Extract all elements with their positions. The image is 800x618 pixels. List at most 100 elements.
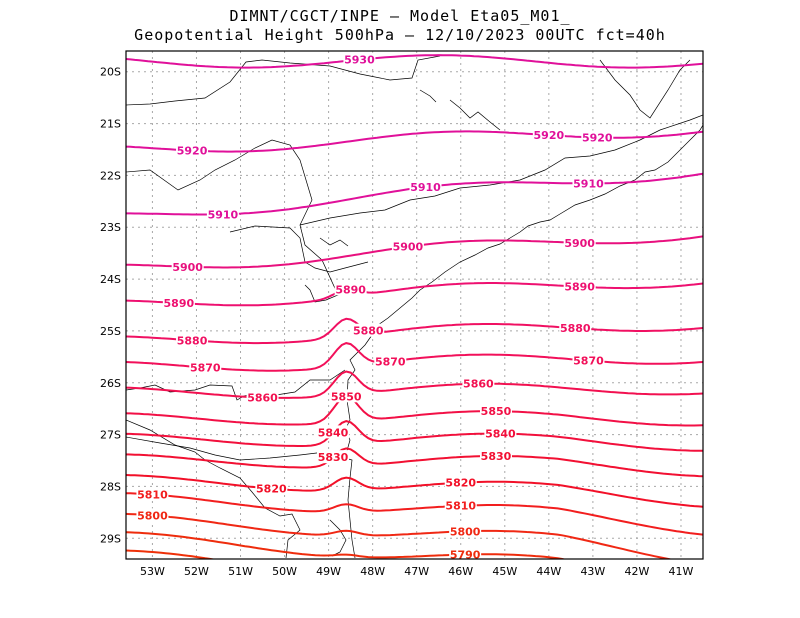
contour-label-bg [330, 389, 363, 403]
lon-tick-label: 42W [624, 565, 649, 578]
contour-label-bg [409, 179, 442, 193]
contour-label-5880: 5880 [560, 322, 591, 335]
contour-label-bg [162, 296, 195, 310]
lon-tick-label: 41W [669, 565, 694, 578]
contour-label-5880: 5880 [177, 334, 208, 347]
contour-label-bg [479, 404, 512, 418]
chart-title-line-1: DIMNT/CGCT/INPE – Model Eta05_M01_ [229, 7, 571, 25]
contour-label-bg [532, 128, 565, 142]
contour-label-bg [334, 282, 367, 296]
lon-tick-label: 50W [272, 565, 297, 578]
contour-label-bg [444, 475, 477, 489]
contour-line-5830 [126, 447, 703, 478]
contour-label-5790: 5790 [450, 549, 481, 562]
latitude-tick-labels: 20S 21S 22S 23S 24S 25S 26S 27S 28S 29S [100, 66, 121, 546]
contour-label-bg [317, 450, 350, 464]
contour-label-5930: 5930 [344, 54, 375, 67]
contour-line-5870 [126, 342, 703, 372]
lon-tick-label: 51W [228, 565, 253, 578]
contour-label-bg [352, 323, 385, 337]
contour-label-5800: 5800 [137, 509, 168, 522]
lon-tick-label: 43W [580, 565, 605, 578]
contour-line-5810 [126, 492, 703, 536]
lat-tick-label: 22S [100, 169, 121, 182]
state-border-paraguay [126, 139, 339, 303]
reservoir-lakes [319, 89, 501, 247]
contour-label-5860: 5860 [463, 378, 494, 391]
contour-label-bg [176, 333, 209, 347]
contour-line-5790 [126, 531, 567, 559]
lat-tick-label: 20S [100, 66, 121, 79]
state-border-north [126, 55, 441, 106]
contour-label-5810: 5810 [445, 500, 476, 513]
contour-label-bg [317, 425, 350, 439]
contour-label-5910: 5910 [573, 177, 604, 190]
lon-tick-label: 53W [140, 565, 165, 578]
state-border-mg-ba [599, 59, 691, 119]
contour-label-5840: 5840 [485, 428, 516, 441]
contour-label-5870: 5870 [190, 362, 221, 375]
contour-labels: 5930 5920 5920 5920 5910 5910 5910 5900 5900 5900… [136, 52, 614, 604]
contour-label-bg [479, 448, 512, 462]
contour-label-5830: 5830 [481, 450, 512, 463]
state-border-pr-sp [229, 225, 369, 273]
contour-label-5920: 5920 [582, 132, 613, 145]
contour-label-5920: 5920 [534, 129, 565, 142]
contour-label-bg [255, 481, 288, 495]
contour-label-5900: 5900 [172, 261, 203, 274]
contour-label-bg [563, 235, 596, 249]
plot-frame [125, 50, 704, 560]
contour-label-bg [449, 547, 482, 559]
lon-tick-label: 48W [360, 565, 385, 578]
lon-tick-label: 46W [448, 565, 473, 578]
contour-label-bg [136, 508, 169, 522]
contour-label-bg [462, 376, 495, 390]
contour-label-bg [572, 176, 605, 190]
contour-label-5870: 5870 [573, 355, 604, 368]
contour-label-bg [581, 130, 614, 144]
contour-label-5900: 5900 [393, 241, 424, 254]
contour-label-5820: 5820 [256, 483, 287, 496]
contour-line-5930 [126, 54, 703, 69]
contour-line-5850 [126, 395, 703, 427]
state-border-argentina [126, 369, 346, 401]
contour-label-5820: 5820 [445, 477, 476, 490]
contour-label-bg [391, 239, 424, 253]
lat-tick-label: 25S [100, 325, 121, 338]
chart-title-line-2: Geopotential Height 500hPa – 12/10/2023 … [134, 26, 666, 44]
lat-tick-label: 24S [100, 273, 121, 286]
contour-label-5890: 5890 [564, 281, 595, 294]
contour-label-5770: 5770 [437, 591, 468, 604]
lat-tick-label: 29S [100, 532, 121, 545]
longitude-tick-labels: 53W 52W 51W 50W 49W 48W 47W 46W 45W 44W 43W 42W 41W [140, 565, 694, 578]
contour-label-bg [484, 426, 517, 440]
contour-line-5920 [126, 130, 703, 153]
lon-tick-label: 44W [536, 565, 561, 578]
contour-label-bg [176, 143, 209, 157]
contour-label-5890: 5890 [335, 283, 366, 296]
contour-label-bg [228, 557, 261, 559]
lon-tick-label: 47W [404, 565, 429, 578]
contour-line-5840 [126, 420, 703, 452]
lagoa-dos-patos [329, 519, 347, 557]
contour-label-bg [559, 321, 592, 335]
contour-line-5880 [126, 317, 703, 345]
contour-label-bg [246, 390, 279, 404]
contour-label-bg [171, 259, 204, 273]
contour-label-5840: 5840 [318, 426, 349, 439]
contour-label-bg [343, 52, 376, 66]
lat-tick-label: 21S [100, 118, 121, 131]
contour-label-5910: 5910 [208, 208, 239, 221]
contour-label-bg [563, 279, 596, 293]
contour-label-bg [449, 524, 482, 538]
contour-label-bg [374, 354, 407, 368]
contour-label-5810: 5810 [137, 489, 168, 502]
contour-label-5860: 5860 [247, 392, 278, 405]
lat-tick-label: 26S [100, 377, 121, 390]
contour-label-5870: 5870 [375, 355, 406, 368]
contour-label-5900: 5900 [564, 237, 595, 250]
lon-tick-label: 45W [492, 565, 517, 578]
contour-label-5890: 5890 [164, 297, 195, 310]
contour-label-bg [136, 487, 169, 501]
